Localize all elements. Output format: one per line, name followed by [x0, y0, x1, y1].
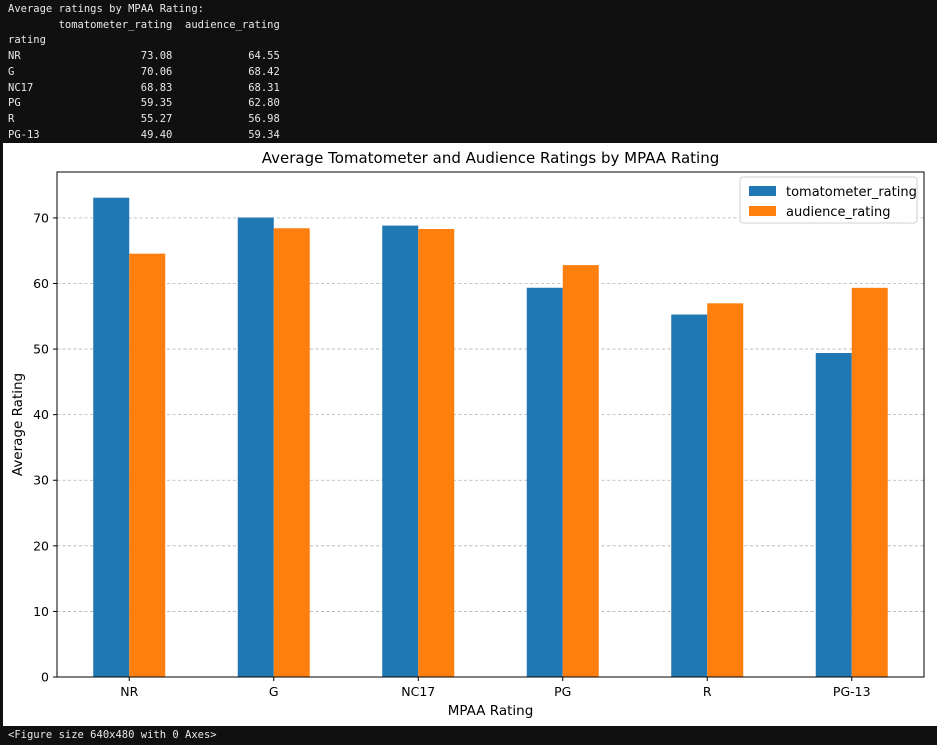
- bar-tomatometer_rating: [526, 287, 563, 677]
- console-line: NR 73.08 64.55: [8, 50, 280, 63]
- grid-lines: [57, 217, 924, 612]
- footer-text: <Figure size 640x480 with 0 Axes>: [8, 729, 217, 741]
- legend-box: [739, 176, 918, 224]
- bar-tomatometer_rating: [815, 353, 852, 677]
- y-tick-label: 40: [33, 407, 49, 422]
- console-output: Average ratings by MPAA Rating: tomatome…: [0, 0, 937, 143]
- y-ticks: 0 10 20 30 40 50 60 70: [33, 210, 57, 685]
- y-tick-label: 10: [33, 604, 49, 619]
- bar-audience_rating: [129, 253, 166, 677]
- legend-swatch-tomatometer_rating: [749, 186, 776, 196]
- console-footer: <Figure size 640x480 with 0 Axes>: [0, 726, 937, 745]
- x-tick-label: NR: [120, 684, 138, 699]
- x-tick-label: NC17: [401, 684, 435, 699]
- y-tick-label: 0: [41, 670, 49, 685]
- bar-audience_rating: [562, 265, 599, 677]
- console-line: tomatometer_rating audience_rating: [8, 18, 280, 31]
- y-tick-label: 50: [33, 342, 49, 357]
- y-tick-label: 30: [33, 473, 49, 488]
- x-tick-label: PG: [554, 684, 571, 699]
- bar-audience_rating: [707, 303, 744, 677]
- legend: tomatometer_rating audience_rating: [739, 176, 918, 224]
- y-tick-label: 60: [33, 276, 49, 291]
- axes-frame: [56, 171, 925, 678]
- y-tick-label: 20: [33, 538, 49, 553]
- y-tick-label: 70: [33, 210, 49, 225]
- console-line: NC17 68.83 68.31: [8, 81, 280, 94]
- console-line: G 70.06 68.42: [8, 65, 280, 78]
- bar-tomatometer_rating: [382, 225, 419, 677]
- console-line: Average ratings by MPAA Rating:: [8, 3, 204, 15]
- legend-label-audience_rating: audience_rating: [786, 205, 890, 220]
- bar-audience_rating: [418, 228, 455, 677]
- chart-title: Average Tomatometer and Audience Ratings…: [262, 149, 720, 167]
- console-line: rating: [8, 34, 46, 47]
- console-text: Average ratings by MPAA Rating: tomatome…: [0, 0, 937, 143]
- legend-label-tomatometer_rating: tomatometer_rating: [786, 185, 917, 200]
- bars: [93, 197, 888, 677]
- x-tick-label: R: [703, 684, 712, 699]
- x-tick-label: PG-13: [833, 684, 871, 699]
- x-axis-label: MPAA Rating: [448, 703, 534, 719]
- bar-tomatometer_rating: [237, 217, 274, 677]
- bar-audience_rating: [273, 228, 310, 677]
- bar-tomatometer_rating: [671, 314, 708, 677]
- console-line: PG 59.35 62.80: [8, 97, 280, 110]
- y-axis-label: Average Rating: [10, 373, 26, 476]
- bar-chart: 0 10 20 30 40 50 60 70 NR G NC17 PG R PG-13 Average …: [10, 149, 925, 719]
- chart-figure: 0 10 20 30 40 50 60 70 NR G NC17 PG R PG-13 Average …: [3, 143, 937, 726]
- bar-audience_rating: [851, 287, 888, 677]
- x-tick-label: G: [269, 684, 279, 699]
- console-line: PG-13 49.40 59.34: [8, 128, 280, 141]
- legend-swatch-audience_rating: [749, 206, 776, 216]
- console-line: R 55.27 56.98: [8, 112, 280, 125]
- bar-tomatometer_rating: [93, 197, 130, 677]
- x-ticks: NR G NC17 PG R PG-13: [120, 677, 871, 699]
